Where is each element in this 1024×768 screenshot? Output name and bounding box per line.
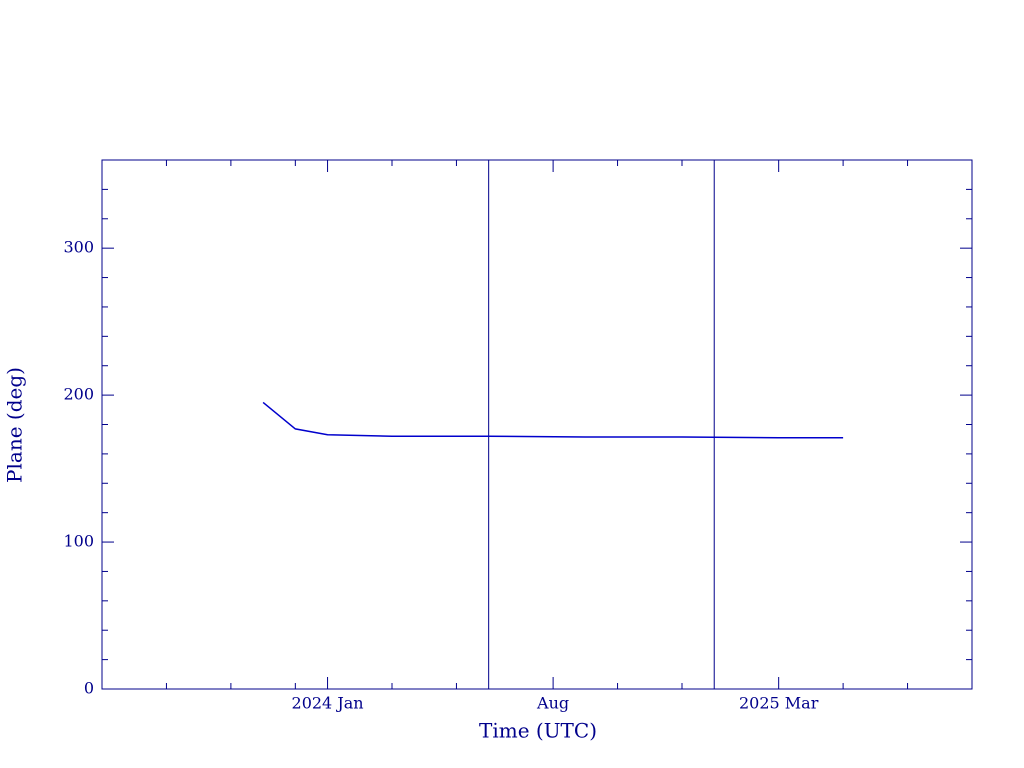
- y-tick-label: 0: [84, 679, 94, 698]
- x-tick-label: 2025 Mar: [739, 694, 819, 713]
- y-tick-label: 200: [63, 385, 94, 404]
- x-tick-label: Aug: [536, 694, 569, 713]
- data-line: [262, 401, 844, 439]
- plot-frame: [101, 159, 973, 690]
- y-tick-label: 300: [63, 238, 94, 257]
- y-axis-title: Plane (deg): [3, 367, 27, 483]
- x-axis-title: Time (UTC): [479, 719, 597, 743]
- y-tick-label: 100: [63, 532, 94, 551]
- x-tick-label: 2024 Jan: [292, 694, 364, 713]
